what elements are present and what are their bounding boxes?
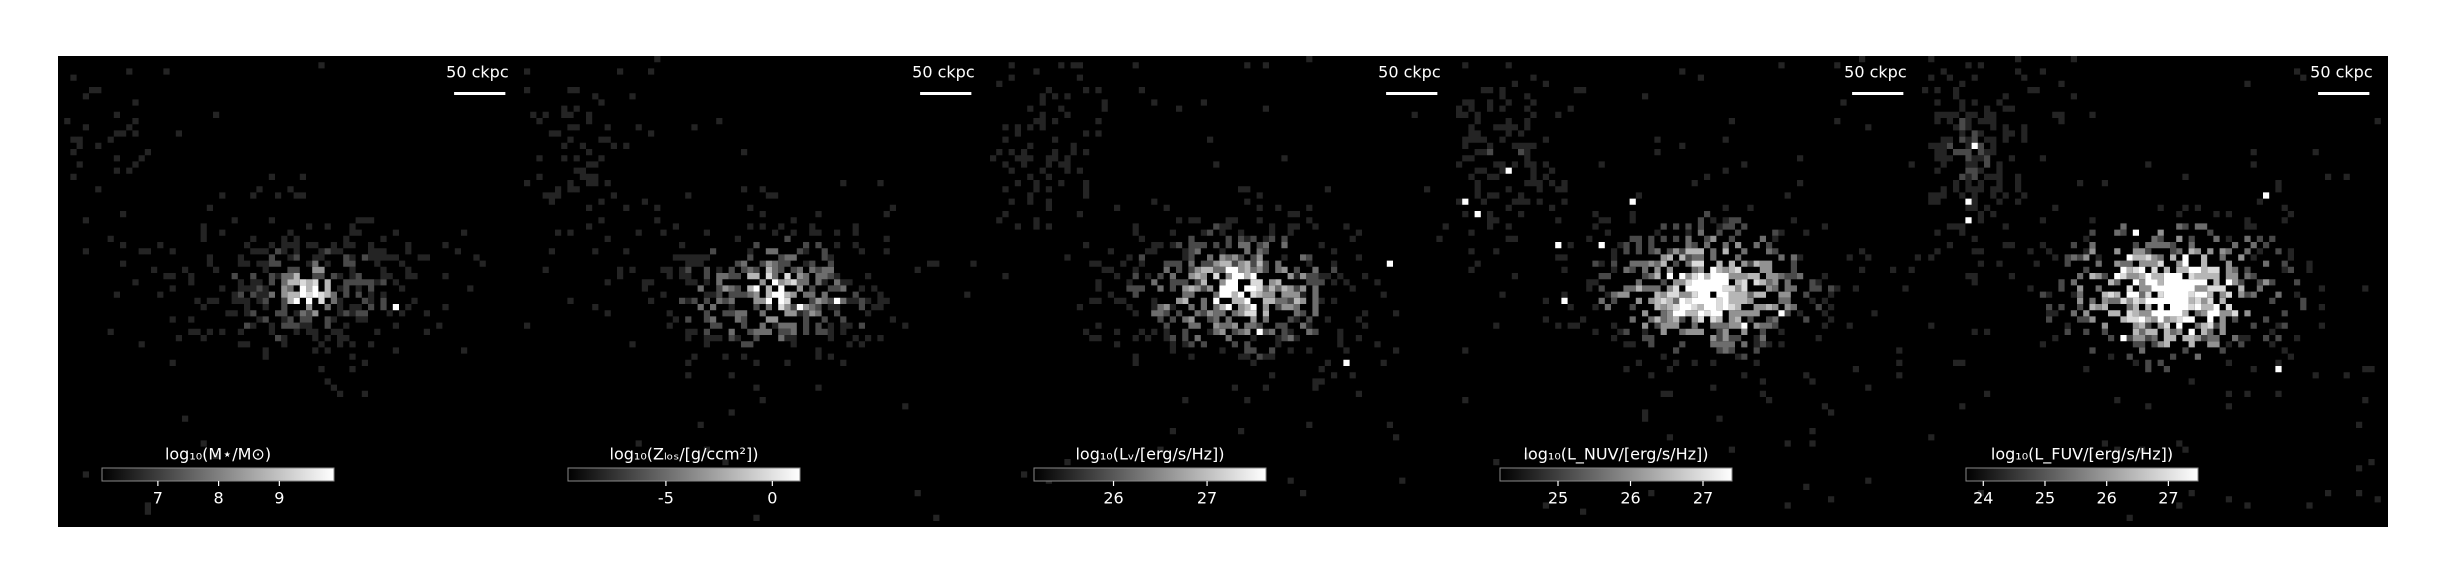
scalebar-label: 50 ckpc: [446, 63, 508, 82]
pixel-layer: [1660, 260, 1760, 323]
colorbar: [1499, 467, 1733, 482]
pixel-layer: [765, 273, 797, 311]
colorbar-label: log₁₀(L_NUV/[erg/s/Hz]): [1524, 445, 1709, 465]
scalebar-label: 50 ckpc: [912, 63, 974, 82]
panel: 50 ckpc log₁₀(L_NUV/[erg/s/Hz]) 25 26 27: [1456, 56, 1922, 527]
colorbar-tick-label: 26: [1620, 489, 1640, 508]
colorbar-label: log₁₀(Lᵥ/[erg/s/Hz]): [1075, 445, 1224, 464]
panel: 50 ckpc log₁₀(L_FUV/[erg/s/Hz]) 24 25 26 27: [1922, 56, 2388, 527]
panel: 50 ckpc log₁₀(M⋆/M⊙) 7 8 9: [58, 56, 524, 527]
pixel-layer: [1182, 260, 1300, 317]
panel: 50 ckpc log₁₀(Lᵥ/[erg/s/Hz]) 26 27: [990, 56, 1456, 527]
pixel-layer: [287, 273, 331, 304]
pixel-layer: [268, 260, 337, 317]
colorbar-tick-label: 9: [274, 489, 284, 508]
scalebar: [454, 92, 506, 95]
pixel-layer: [747, 266, 791, 298]
pixel-layer: [1598, 229, 1804, 354]
pixel-layer: [1946, 118, 2307, 373]
pixel-layer: [231, 248, 387, 342]
colorbar-tick-label: 27: [1693, 489, 1713, 508]
pixel-layer: [64, 62, 486, 515]
colorbar: [101, 467, 335, 482]
colorbar-tick-label: 24: [1973, 489, 1993, 508]
colorbar-tick-label: -5: [658, 489, 674, 508]
pixel-layer: [281, 266, 325, 317]
colorbar-label: log₁₀(L_FUV/[erg/s/Hz]): [1991, 445, 2173, 465]
scalebar: [1386, 92, 1438, 95]
colorbar-tick-label: 25: [2035, 489, 2055, 508]
panel: 50 ckpc log₁₀(Zₗₒₛ/[g/ccm²]) -5 0: [524, 56, 990, 527]
colorbar: [1965, 467, 2199, 482]
colorbar-tick-label: 8: [214, 489, 224, 508]
pixel-layer: [293, 285, 399, 311]
colorbar-tick-label: 25: [1548, 489, 1568, 508]
colorbar-tick-label: 7: [153, 489, 163, 508]
pixel-layer: [697, 248, 847, 342]
colorbar-tick-label: 0: [767, 489, 777, 508]
pixel-layer: [722, 260, 822, 323]
pixel-layer: [2089, 248, 2245, 348]
scalebar-label: 50 ckpc: [2310, 63, 2372, 82]
colorbar-tick-label: 26: [1103, 489, 1123, 508]
pixel-layer: [1617, 235, 1791, 342]
scalebar: [920, 92, 972, 95]
pixel-layer: [1126, 223, 1338, 360]
colorbar-label: log₁₀(Zₗₒₛ/[g/ccm²]): [610, 445, 759, 464]
scalebar-label: 50 ckpc: [1844, 63, 1906, 82]
pixel-layer: [1635, 248, 1773, 323]
colorbar-tick-label: 27: [1197, 489, 1217, 508]
pixel-layer: [2077, 229, 2270, 348]
scalebar: [1852, 92, 1904, 95]
colorbar: [1033, 467, 1267, 482]
pixel-layer: [1213, 260, 1393, 366]
colorbar-label: log₁₀(M⋆/M⊙): [165, 445, 271, 464]
colorbar: [567, 467, 801, 482]
scalebar: [2318, 92, 2370, 95]
colorbar-tick-label: 26: [2097, 489, 2117, 508]
scalebar-label: 50 ckpc: [1378, 63, 1440, 82]
pixel-layer: [753, 279, 841, 311]
pixel-layer: [1213, 273, 1263, 317]
pixel-layer: [2108, 254, 2239, 329]
colorbar-tick-label: 27: [2158, 489, 2178, 508]
pixel-layer: [1151, 242, 1319, 342]
pixel-layer: [1462, 167, 1785, 329]
